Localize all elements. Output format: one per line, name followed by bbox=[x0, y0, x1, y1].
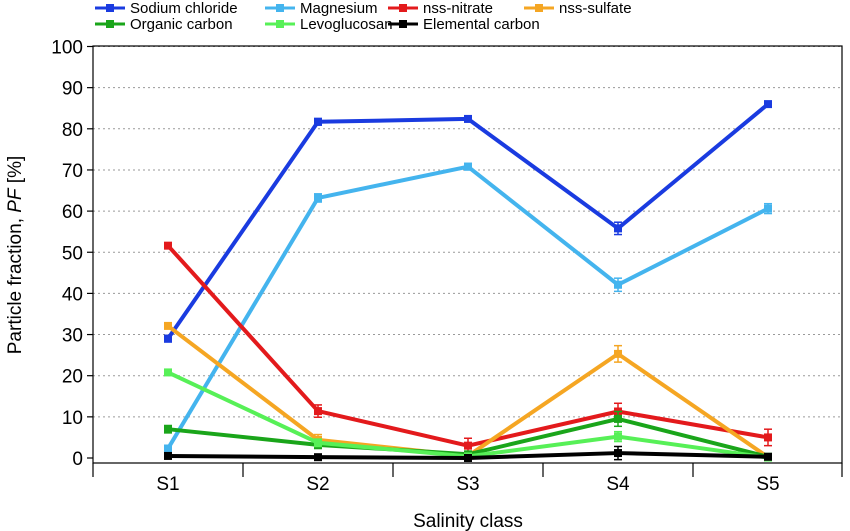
legend-swatch-marker bbox=[106, 4, 114, 12]
data-point bbox=[164, 241, 172, 250]
data-point bbox=[764, 452, 772, 461]
data-point bbox=[764, 100, 772, 109]
data-point bbox=[464, 441, 472, 450]
y-tick-label: 0 bbox=[72, 449, 83, 470]
series-elemental-carbon bbox=[164, 445, 772, 462]
legend-swatch-marker bbox=[276, 20, 284, 28]
legend-swatch-marker bbox=[276, 4, 284, 12]
data-point bbox=[314, 453, 322, 462]
legend-item: Organic carbon bbox=[95, 16, 233, 33]
legend-label: Organic carbon bbox=[130, 16, 233, 33]
data-point bbox=[164, 368, 172, 377]
legend-label: Elemental carbon bbox=[423, 16, 540, 33]
data-point bbox=[614, 432, 622, 441]
x-tick-label: S3 bbox=[456, 474, 479, 495]
legend-swatch-marker bbox=[535, 4, 543, 12]
y-tick-label: 40 bbox=[62, 284, 83, 305]
legend-label: Magnesium bbox=[300, 0, 378, 17]
y-tick-label: 30 bbox=[62, 326, 83, 347]
data-point bbox=[164, 334, 172, 343]
data-point bbox=[464, 454, 472, 462]
y-tick-label: 60 bbox=[62, 202, 83, 223]
legend-item: Magnesium bbox=[265, 0, 378, 17]
legend-item: nss-nitrate bbox=[388, 0, 493, 17]
y-axis: 0 10 20 30 40 50 60 70 80 90 100 bbox=[51, 38, 93, 470]
data-point bbox=[614, 349, 622, 358]
series-sodium-chloride bbox=[164, 100, 772, 343]
legend-item: Levoglucosan bbox=[265, 16, 393, 33]
y-tick-label: 20 bbox=[62, 367, 83, 388]
data-point bbox=[164, 444, 172, 453]
legend-swatch-marker bbox=[399, 4, 407, 12]
y-axis-title-italic: PF bbox=[5, 187, 26, 213]
y-tick-label: 50 bbox=[62, 243, 83, 264]
series-line bbox=[166, 102, 770, 340]
data-point bbox=[764, 433, 772, 442]
legend-label: nss-nitrate bbox=[423, 0, 493, 17]
data-point bbox=[464, 162, 472, 171]
series-nss-nitrate bbox=[164, 241, 772, 454]
data-point bbox=[164, 321, 172, 330]
x-tick-label: S4 bbox=[606, 474, 630, 495]
plot-frame bbox=[92, 45, 843, 464]
y-tick-label: 100 bbox=[51, 38, 83, 59]
x-axis: S1 S2 S3 S4 S5 bbox=[92, 463, 843, 495]
legend-swatch-marker bbox=[399, 20, 407, 28]
x-tick-label: S1 bbox=[156, 474, 179, 495]
y-tick-label: 70 bbox=[62, 161, 83, 182]
data-point bbox=[314, 193, 322, 202]
series-magnesium bbox=[164, 162, 772, 453]
y-tick-label: 90 bbox=[62, 79, 83, 100]
data-point bbox=[314, 117, 322, 126]
data-point bbox=[764, 204, 772, 213]
legend-swatch-marker bbox=[106, 20, 114, 28]
y-axis-title-unit: [%] bbox=[5, 156, 26, 189]
y-tick-label: 10 bbox=[62, 408, 83, 429]
y-tick-label: 80 bbox=[62, 120, 83, 141]
data-point bbox=[164, 451, 172, 460]
legend-label: nss-sulfate bbox=[559, 0, 632, 17]
data-point bbox=[614, 449, 622, 458]
legend-label: Levoglucosan bbox=[300, 16, 393, 33]
data-point bbox=[314, 438, 322, 447]
grid-lines bbox=[93, 46, 842, 418]
series-group bbox=[164, 100, 772, 462]
legend-item: Sodium chloride bbox=[95, 0, 238, 17]
data-point bbox=[314, 407, 322, 416]
x-tick-label: S2 bbox=[306, 474, 329, 495]
legend: Sodium chloride Magnesium nss-nitrate nss-s… bbox=[95, 0, 632, 33]
data-point bbox=[614, 224, 622, 233]
data-point bbox=[164, 425, 172, 434]
legend-item: Elemental carbon bbox=[388, 16, 540, 33]
x-axis-title: Salinity class bbox=[413, 511, 523, 531]
legend-item: nss-sulfate bbox=[524, 0, 632, 17]
x-tick-label: S5 bbox=[756, 474, 779, 495]
y-axis-title: Particle fraction, PF [%] bbox=[5, 156, 26, 355]
y-axis-title-main: Particle fraction, bbox=[5, 213, 26, 355]
data-point bbox=[614, 280, 622, 289]
data-point bbox=[464, 114, 472, 123]
data-point bbox=[614, 414, 622, 423]
legend-label: Sodium chloride bbox=[130, 0, 238, 17]
